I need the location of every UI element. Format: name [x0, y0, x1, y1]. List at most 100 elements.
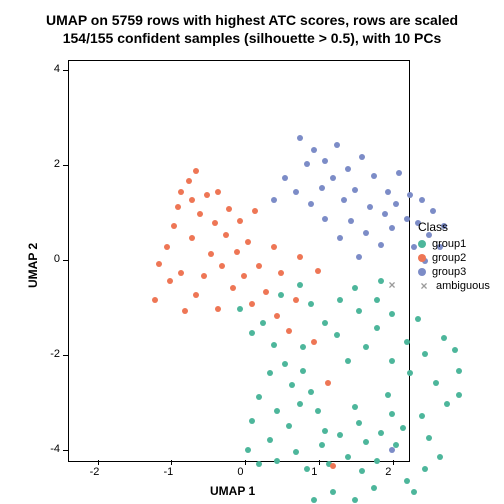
data-point-group3 [293, 189, 299, 195]
data-point-group3 [367, 204, 373, 210]
data-point-group1 [334, 332, 340, 338]
data-point-group3 [304, 161, 310, 167]
data-point-group1 [278, 292, 284, 298]
data-point-group2 [263, 289, 269, 295]
data-point-group1 [256, 461, 262, 467]
data-point-group1 [337, 432, 343, 438]
y-tick [63, 165, 68, 166]
x-tick-label: -2 [90, 466, 100, 478]
data-point-group1 [271, 342, 277, 348]
data-point-group1 [345, 358, 351, 364]
data-point-group3 [334, 142, 340, 148]
x-tick [319, 460, 320, 465]
data-point-group3 [297, 135, 303, 141]
y-axis-label: UMAP 2 [26, 243, 40, 288]
data-point-group2 [315, 268, 321, 274]
data-point-group1 [385, 392, 391, 398]
data-point-group1 [322, 428, 328, 434]
data-point-group2 [249, 301, 255, 307]
data-point-group1 [389, 411, 395, 417]
data-point-group1 [330, 489, 336, 495]
data-point-group1 [444, 401, 450, 407]
data-point-group2 [164, 244, 170, 250]
data-point-group2 [189, 235, 195, 241]
data-point-group1 [374, 458, 380, 464]
y-tick [63, 450, 68, 451]
data-point-group1 [300, 368, 306, 374]
data-point-group1 [389, 358, 395, 364]
data-point-group1 [308, 301, 314, 307]
y-tick-label: 2 [54, 158, 60, 170]
data-point-group3 [319, 185, 325, 191]
data-point-group1 [319, 442, 325, 448]
y-tick [63, 355, 68, 356]
data-point-group1 [256, 394, 262, 400]
data-point-group3 [389, 447, 395, 453]
data-point-group2 [152, 297, 158, 303]
data-point-group2 [182, 308, 188, 314]
data-point-group1 [404, 339, 410, 345]
x-tick-label: 0 [237, 466, 243, 478]
data-point-group1 [433, 380, 439, 386]
data-point-group2 [212, 220, 218, 226]
data-point-group2 [167, 278, 173, 284]
y-tick-label: -4 [50, 443, 60, 455]
legend-label: ambiguous [436, 280, 490, 292]
data-point-group1 [456, 368, 462, 374]
data-point-group3 [337, 235, 343, 241]
data-point-group2 [245, 239, 251, 245]
x-tick [393, 460, 394, 465]
data-point-group2 [186, 178, 192, 184]
data-point-group1 [297, 282, 303, 288]
data-point-group1 [352, 285, 358, 291]
data-point-group1 [337, 297, 343, 303]
legend-title: Class [418, 220, 490, 234]
data-point-group2 [223, 232, 229, 238]
data-point-group1 [437, 454, 443, 460]
data-point-group1 [315, 408, 321, 414]
data-point-group1 [345, 454, 351, 460]
data-point-group3 [322, 216, 328, 222]
data-point-group2 [237, 218, 243, 224]
legend-label: group2 [432, 252, 466, 264]
data-point-group1 [371, 485, 377, 491]
data-point-group2 [274, 313, 280, 319]
data-point-group1 [286, 423, 292, 429]
group2-swatch [418, 254, 426, 262]
legend: Class group1group2group3×ambiguous [418, 220, 490, 294]
data-point-group3 [363, 230, 369, 236]
data-point-group2 [271, 244, 277, 250]
data-point-group3 [389, 225, 395, 231]
data-point-group3 [271, 197, 277, 203]
data-point-group3 [345, 166, 351, 172]
data-point-group1 [374, 297, 380, 303]
data-point-group3 [430, 208, 436, 214]
x-tick-label: -1 [163, 466, 173, 478]
data-point-group3 [407, 192, 413, 198]
group1-swatch [418, 240, 426, 248]
data-point-group3 [352, 187, 358, 193]
legend-item-group3: group3 [418, 266, 490, 278]
y-tick-label: 4 [54, 63, 60, 75]
data-point-group1 [300, 344, 306, 350]
data-point-group1 [415, 316, 421, 322]
data-point-group1 [322, 320, 328, 326]
data-point-group2 [189, 197, 195, 203]
legend-item-ambiguous: × ambiguous [418, 280, 490, 292]
data-point-group2 [241, 273, 247, 279]
data-point-group2 [293, 297, 299, 303]
data-point-group1 [359, 468, 365, 474]
data-point-group2 [286, 328, 292, 334]
data-point-group3 [411, 244, 417, 250]
data-point-group2 [178, 270, 184, 276]
data-point-group2 [215, 189, 221, 195]
data-point-group1 [308, 389, 314, 395]
group3-swatch [418, 268, 426, 276]
ambiguous-swatch: × [418, 280, 430, 292]
data-point-group1 [245, 447, 251, 453]
data-point-group3 [393, 201, 399, 207]
data-point-group1 [297, 401, 303, 407]
data-point-group3 [396, 170, 402, 176]
data-point-group3 [348, 218, 354, 224]
data-point-group1 [422, 466, 428, 472]
